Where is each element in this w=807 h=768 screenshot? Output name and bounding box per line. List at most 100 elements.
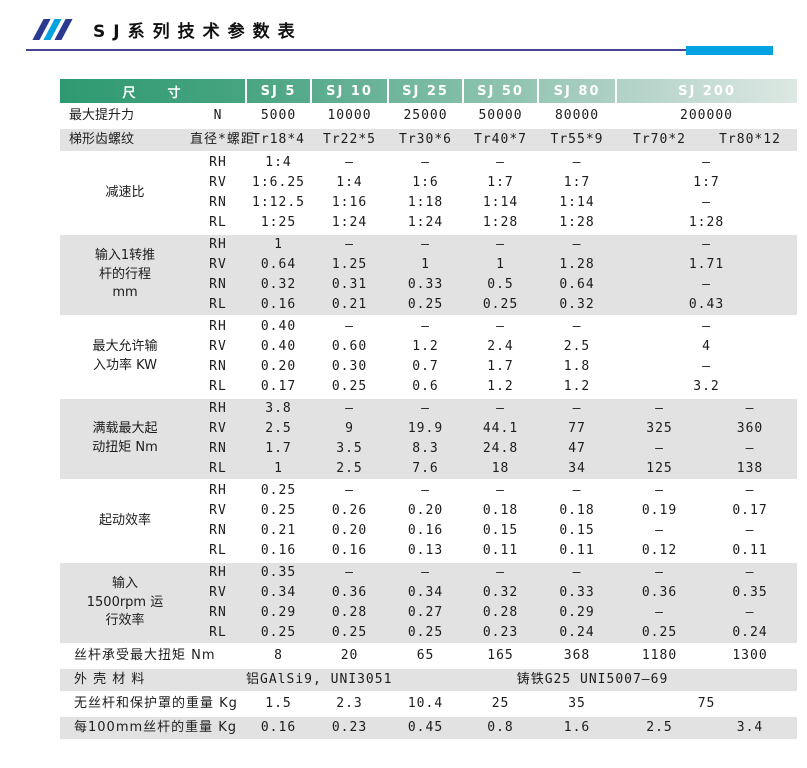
value-cell: 0.25 xyxy=(388,295,464,316)
value-cell: 1 xyxy=(246,233,312,255)
value-cell: 80000 xyxy=(538,103,617,128)
value-cell: — xyxy=(463,151,539,173)
value-cell: 3.4 xyxy=(703,715,798,739)
value-cell: 1.2 xyxy=(563,378,591,394)
value-cell: 0.28 xyxy=(463,603,539,623)
value-cell: — xyxy=(388,479,464,501)
value-cell: 1.7 xyxy=(246,439,312,459)
header-cell-model: SJ 5 xyxy=(245,79,312,104)
variant-rh: RH xyxy=(190,233,247,255)
value-cell: — xyxy=(538,233,617,255)
value-cell: 3.2 xyxy=(693,378,720,394)
value-cell: 47 xyxy=(538,439,617,459)
value-cell: Tr70*2 xyxy=(616,127,704,152)
value-cell: 0.12 xyxy=(641,542,678,558)
section-max-screw-torque: 丝杆承受最大扭矩 Nm 8 20 65 165 368 1180 1300 xyxy=(60,643,798,668)
variant-rn: RN xyxy=(190,603,247,623)
value-cell: 2.5 xyxy=(616,715,704,739)
row-max-input-power-rn: RN 0.20 0.30 0.7 1.7 1.8 — xyxy=(60,357,797,377)
variant-rv: RV xyxy=(209,502,227,518)
variant-rn: RN xyxy=(209,358,227,374)
value-cell: 1.6 xyxy=(538,715,617,739)
value-cell: — xyxy=(616,479,704,501)
value-cell: 3.8 xyxy=(246,397,312,419)
value-cell: — xyxy=(655,522,664,538)
variant-rl: RL xyxy=(190,459,247,480)
value-cell: 0.40 xyxy=(260,338,297,354)
value-cell: 35 xyxy=(538,691,617,716)
value-cell: 0.24 xyxy=(703,623,798,644)
value-cell: 125 xyxy=(616,459,704,480)
row-stroke-per-rev-rv: RV 0.64 1.25 1 1 1.28 1.71 xyxy=(60,255,798,275)
value-cell: 1:16 xyxy=(331,194,368,210)
value-cell: 2.3 xyxy=(311,691,389,716)
value-cell: 0.32 xyxy=(463,583,539,603)
value-cell: — xyxy=(616,603,704,623)
page-header: SJ系列技术参数表 xyxy=(26,0,774,55)
value-cell: 1:14 xyxy=(559,194,595,210)
row-running-efficiency-1500rpm-rl: RL 0.25 0.25 0.25 0.23 0.24 0.25 0.24 xyxy=(60,623,798,644)
label-housing-material: 外 壳 材 料 xyxy=(60,667,247,692)
section-weight-per-100mm-screw: 每100mm丝杆的重量 Kg 0.16 0.23 0.45 0.8 1.6 2.5 3.4 xyxy=(60,715,798,739)
value-cell: 1:6 xyxy=(412,174,439,190)
value-cell: 50000 xyxy=(463,103,539,128)
value-cell: — xyxy=(745,522,755,538)
row-max-starting-torque-rl: RL 1 2.5 7.6 18 34 125 138 xyxy=(60,459,798,480)
value-cell: 0.25 xyxy=(463,295,539,316)
value-cell: — xyxy=(703,479,798,501)
value-cell: 0.23 xyxy=(463,623,539,644)
variant-rl: RL xyxy=(209,214,227,230)
section-starting-efficiency: 起动效率 RH 0.25— — — — — — RV 0.25 0.26 0.20 0.18 0.18 0.… xyxy=(60,479,798,562)
value-cell: 0.45 xyxy=(388,715,464,739)
value-cell: 0.34 xyxy=(246,583,312,603)
value-cell: 0.18 xyxy=(559,502,595,518)
value-cell: 0.34 xyxy=(388,583,464,603)
value-cell: 1 xyxy=(246,459,312,480)
row-weight-without-screw: 无丝杆和保护罩的重量 Kg 1.5 2.3 10.4 25 35 75 xyxy=(60,691,798,716)
label-trapezoidal-thread: 梯形齿螺纹 xyxy=(60,127,190,152)
value-cell: 200000 xyxy=(616,103,798,128)
value-cell: 325 xyxy=(616,419,704,439)
value-cell: 0.40 xyxy=(246,315,312,337)
row-stroke-per-rev-rl: RL 0.16 0.21 0.25 0.25 0.32 0.43 xyxy=(60,295,798,316)
value-cell: 0.16 xyxy=(331,542,368,558)
value-cell: 1:7 xyxy=(693,174,720,190)
value-cell: 0.43 xyxy=(616,295,798,316)
label-weight-without-screw: 无丝杆和保护罩的重量 Kg xyxy=(60,691,247,716)
label-max-screw-torque: 丝杆承受最大扭矩 Nm xyxy=(60,643,247,668)
header-cell-model: SJ 200 xyxy=(615,79,798,104)
variant-rn: RN xyxy=(209,522,227,538)
value-cell: 0.30 xyxy=(331,358,368,374)
value-cell: — xyxy=(703,561,798,583)
row-max-starting-torque-rn: RN 1.7 3.5 8.3 24.8 47— — xyxy=(60,439,798,459)
header-cell-size: 尺 寸 xyxy=(60,79,247,104)
value-cell: — xyxy=(388,561,464,583)
value-cell: 138 xyxy=(703,459,798,480)
value-cell: 0.11 xyxy=(482,542,519,558)
label-stroke-per-rev: 输入1转推 杆的行程 mm xyxy=(60,233,190,316)
value-cell: 0.19 xyxy=(641,502,678,518)
value-cell: 7.6 xyxy=(388,459,464,480)
section-trapezoidal-thread: 梯形齿螺纹 直径*螺距 Tr18*4 Tr22*5 Tr30*6 Tr40*7 Tr55*9… xyxy=(60,127,798,152)
value-cell: 3.5 xyxy=(311,439,389,459)
value-cell: 0.31 xyxy=(311,275,389,295)
value-cell: 1.71 xyxy=(616,255,798,275)
value-cell: 1180 xyxy=(616,643,704,668)
value-cell: 1:24 xyxy=(407,214,444,230)
header-cell-model: SJ 25 xyxy=(387,79,464,104)
row-starting-efficiency-rh: 起动效率 RH 0.25— — — — — — xyxy=(60,479,798,562)
value-cell: 0.8 xyxy=(463,715,539,739)
value-cell: 0.16 xyxy=(260,542,297,558)
value-cell: 44.1 xyxy=(463,419,539,439)
value-cell: — xyxy=(388,233,464,255)
variant-rl: RL xyxy=(209,378,227,394)
label-running-efficiency-1500rpm: 输入 1500rpm 运 行效率 xyxy=(60,561,190,644)
value-cell: 0.32 xyxy=(538,295,617,316)
value-cell: 0.15 xyxy=(559,522,595,538)
row-stroke-per-rev-rn: RN 0.32 0.31 0.33 0.5 0.64— xyxy=(60,275,798,295)
value-cell: 1:14 xyxy=(482,194,519,210)
value-cell: 1:25 xyxy=(260,214,297,230)
variant-rv: RV xyxy=(190,419,247,439)
row-max-starting-torque-rh: 满载最大起 动扭矩 Nm RH 3.8— — — — — — xyxy=(60,397,798,480)
value-cell: 65 xyxy=(388,643,464,668)
